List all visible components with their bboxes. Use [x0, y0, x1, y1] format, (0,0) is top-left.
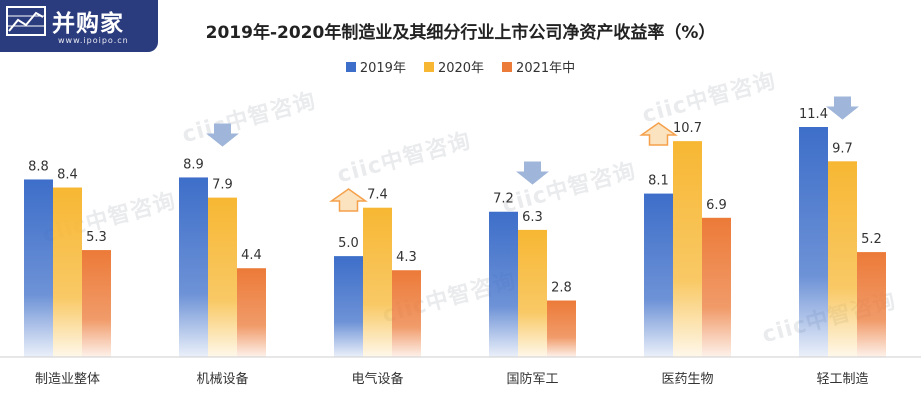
bar	[644, 193, 673, 357]
data-label: 8.4	[57, 168, 78, 183]
data-label: 2.8	[551, 281, 572, 296]
x-tick-label: 国防军工	[506, 371, 558, 387]
legend-item: 2021年中	[502, 57, 575, 76]
bar	[334, 256, 363, 357]
bar	[489, 211, 518, 357]
bar	[547, 300, 576, 357]
legend-label: 2021年中	[516, 61, 576, 76]
legend-item: 2019年	[345, 57, 406, 76]
bar	[673, 141, 702, 357]
bar	[208, 197, 237, 357]
legend-label: 2019年	[359, 61, 406, 76]
bar	[82, 250, 111, 357]
data-label: 11.4	[799, 107, 828, 122]
data-label: 7.4	[367, 188, 388, 203]
x-tick-label: 机械设备	[196, 371, 248, 387]
bar	[702, 217, 731, 357]
bar	[53, 187, 82, 357]
chart-logo-icon	[6, 6, 46, 36]
legend-label: 2020年	[437, 61, 485, 76]
bar	[518, 229, 547, 357]
x-tick-label: 电气设备	[351, 371, 403, 387]
down-arrow-icon	[826, 96, 859, 120]
up-arrow-icon	[639, 122, 678, 146]
data-label: 5.0	[338, 236, 359, 251]
x-tick-label: 轻工制造	[816, 372, 868, 387]
up-arrow-icon	[329, 188, 368, 212]
data-label: 9.7	[832, 141, 853, 156]
data-label: 4.3	[396, 250, 417, 265]
data-label: 8.8	[28, 159, 49, 174]
bar	[857, 252, 886, 357]
logo-url: www.ipoipo.cn	[58, 36, 129, 45]
data-label: 7.2	[493, 192, 514, 207]
bar	[363, 207, 392, 357]
x-tick-label: 医药生物	[661, 372, 713, 387]
legend-item: 2020年	[423, 57, 485, 76]
bar	[392, 270, 421, 357]
brand-logo: 并购家 www.ipoipo.cn	[0, 0, 158, 52]
down-arrow-icon	[516, 161, 549, 185]
x-tick-label: 制造业整体	[35, 372, 100, 387]
logo-text: 并购家	[52, 11, 124, 37]
data-label: 8.1	[648, 174, 669, 189]
data-label: 7.9	[212, 178, 233, 193]
data-label: 5.3	[86, 230, 107, 245]
data-label: 10.7	[673, 121, 702, 136]
data-label: 4.4	[241, 248, 262, 263]
legend-swatch	[345, 61, 356, 72]
legend-swatch	[423, 61, 434, 72]
data-label: 6.3	[522, 210, 543, 225]
bar	[24, 179, 53, 357]
bar	[799, 127, 828, 357]
bar	[237, 268, 266, 357]
legend-swatch	[502, 61, 513, 72]
data-label: 8.9	[183, 157, 204, 172]
bar	[828, 161, 857, 357]
chart-legend: 2019年 2020年 2021年中	[0, 57, 921, 76]
data-label: 6.9	[706, 198, 727, 213]
data-label: 5.2	[861, 232, 882, 247]
chart-title: 2019年-2020年制造业及其细分行业上市公司净资产收益率（%）	[205, 23, 716, 43]
down-arrow-icon	[206, 123, 239, 147]
bar	[179, 177, 208, 357]
